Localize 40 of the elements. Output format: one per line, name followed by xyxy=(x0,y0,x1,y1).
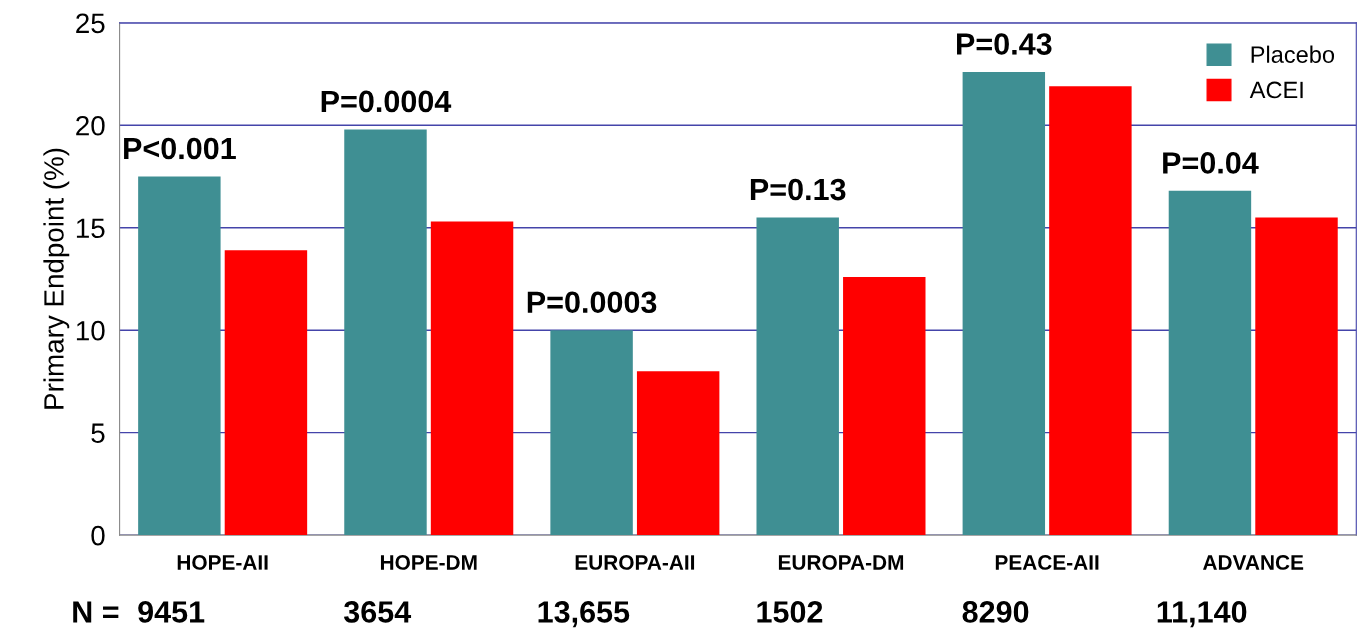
x-tick-label: EUROPA-DM xyxy=(778,555,904,570)
bar xyxy=(843,276,926,536)
text: 8290 xyxy=(962,601,1029,623)
bar xyxy=(636,371,720,536)
annotation: P=0.04 xyxy=(1163,152,1259,174)
x-tick-label: PEACE-AII xyxy=(995,555,1099,570)
x-tick-label: HOPE-AII xyxy=(177,555,268,570)
annotation: P=0.0003 xyxy=(527,291,657,314)
x-tick-label: HOPE-DM xyxy=(380,555,477,570)
bar xyxy=(1049,86,1132,536)
text: 9451 xyxy=(138,601,205,623)
bar xyxy=(962,72,1046,536)
bar xyxy=(1168,190,1252,536)
y-tick-label: 10 xyxy=(76,320,105,341)
y-tick-label: 5 xyxy=(91,423,105,443)
y-axis-title: Primary Endpoint (%) xyxy=(43,148,70,409)
legend-label: Placebo xyxy=(1251,45,1335,63)
annotation: P=0.0004 xyxy=(321,90,452,113)
bar xyxy=(138,176,221,536)
bar xyxy=(756,217,839,536)
annotation: P=0.43 xyxy=(957,33,1052,55)
y-tick-label: 0 xyxy=(91,525,105,546)
annotation: P=0.13 xyxy=(750,178,846,201)
x-tick-label: ADVANCE xyxy=(1203,555,1304,570)
bar xyxy=(1255,217,1338,536)
y-tick-label: 25 xyxy=(76,13,105,34)
text: N = xyxy=(73,601,119,623)
bar xyxy=(224,250,308,536)
bar xyxy=(344,129,427,536)
bar xyxy=(430,221,514,536)
text: 13,655 xyxy=(538,601,630,628)
text: 11,140 xyxy=(1157,601,1247,628)
text: 3654 xyxy=(343,601,412,623)
bar xyxy=(550,330,633,536)
legend-label: ACEI xyxy=(1249,81,1303,99)
y-tick-label: 20 xyxy=(76,115,105,136)
text: 1502 xyxy=(757,601,823,623)
y-tick-label: 15 xyxy=(76,218,105,239)
x-tick-label: EUROPA-AII xyxy=(575,555,695,570)
annotation: P<0.001 xyxy=(124,137,236,160)
